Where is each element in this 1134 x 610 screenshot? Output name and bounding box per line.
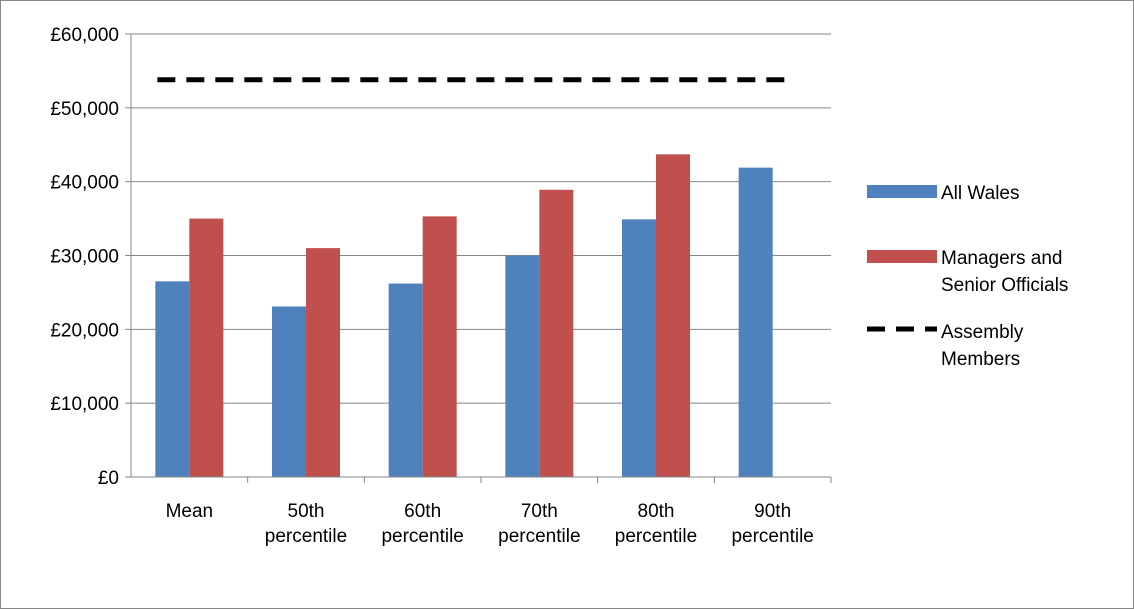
x-tick-label: percentile	[265, 526, 347, 547]
x-tick-label: 70th	[521, 501, 558, 522]
legend-all-wales-swatch	[867, 185, 937, 198]
bar-all-wales-2	[388, 283, 423, 477]
x-tick-label: percentile	[381, 526, 463, 547]
x-tick-label: 50th	[288, 501, 325, 522]
bar-all-wales-1	[272, 306, 306, 477]
y-tick-label: £0	[98, 468, 119, 489]
legend: All Wales Managers and Senior Officials Ass…	[867, 183, 1068, 370]
legend-managers-swatch	[867, 250, 937, 263]
bar-all-wales-3	[505, 255, 540, 477]
x-tick-label: 90th	[754, 501, 791, 522]
y-tick-label: £20,000	[50, 320, 119, 341]
bar-managers-3	[539, 189, 574, 477]
axes	[125, 33, 832, 483]
bar-all-wales-5	[738, 167, 773, 477]
bar-managers-0	[189, 218, 224, 478]
legend-assembly-members-label: Assembly	[941, 322, 1024, 343]
y-tick-labels: £0 £10,000 £20,000 £30,000 £40,000 £50,000 £60…	[50, 25, 119, 489]
legend-assembly-members-label: Members	[941, 349, 1020, 370]
y-tick-label: £40,000	[50, 173, 119, 194]
x-tick-label: Mean	[166, 501, 214, 522]
bar-managers-4	[656, 154, 690, 477]
bar-all-wales-0	[155, 281, 190, 477]
bars	[155, 154, 773, 478]
legend-all-wales-label: All Wales	[941, 183, 1019, 204]
legend-managers-label: Senior Officials	[941, 275, 1068, 296]
x-tick-label: percentile	[615, 526, 697, 547]
y-tick-label: £60,000	[50, 25, 119, 46]
x-tick-label: percentile	[731, 526, 813, 547]
x-tick-label: 80th	[638, 501, 675, 522]
x-tick-label: percentile	[498, 526, 580, 547]
bar-managers-1	[306, 248, 340, 477]
bar-managers-2	[422, 216, 457, 477]
gridlines	[131, 33, 831, 404]
x-tick-labels: Mean 50th percentile 60th percentile 70th perc…	[166, 501, 814, 547]
x-tick-label: 60th	[404, 501, 441, 522]
y-tick-label: £30,000	[50, 247, 119, 268]
legend-managers-label: Managers and	[941, 248, 1062, 269]
bar-all-wales-4	[622, 219, 656, 478]
y-tick-label: £50,000	[50, 99, 119, 120]
y-tick-label: £10,000	[50, 394, 119, 415]
